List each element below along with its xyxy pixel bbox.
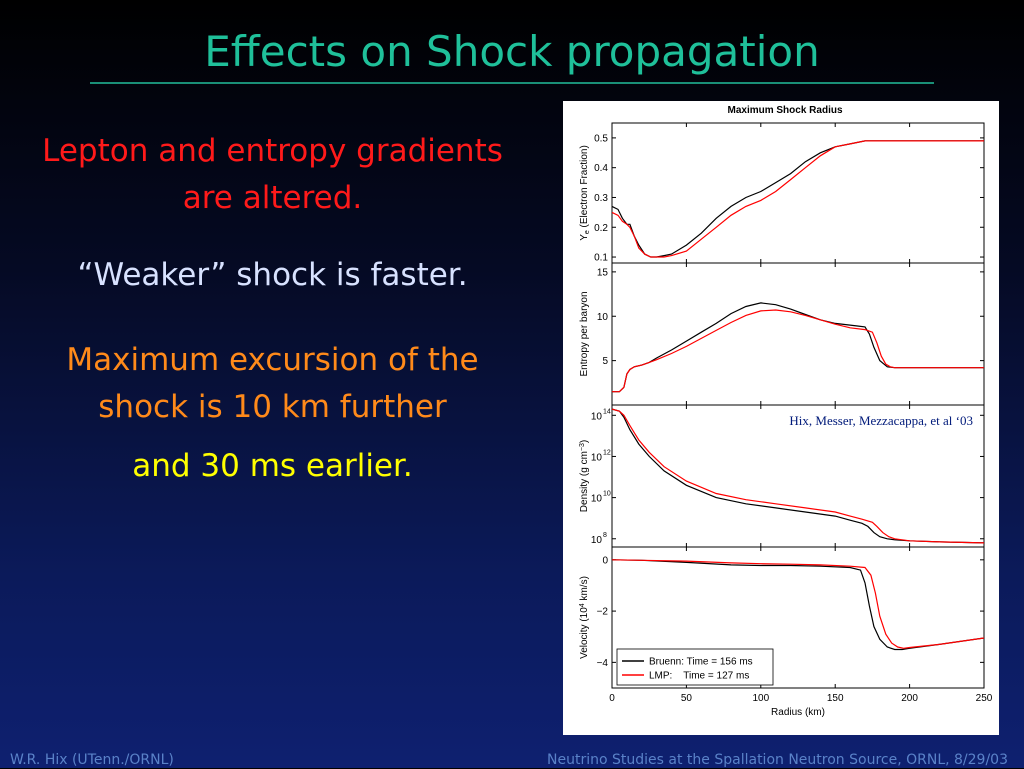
y-tick-label: 15 xyxy=(597,267,609,278)
y-axis-label: Density (g cm−3) xyxy=(579,440,590,512)
lmp-line xyxy=(612,408,984,544)
y-axis-label-part: Velocity (10 xyxy=(579,607,590,659)
slide-title: Effects on Shock propagation xyxy=(204,27,820,76)
y-tick-label: 10 xyxy=(591,452,603,463)
x-tick-label: 200 xyxy=(901,693,918,704)
bullet-30ms-earlier: and 30 ms earlier. xyxy=(132,448,413,484)
y-tick-exponent: 8 xyxy=(603,532,607,539)
y-tick-label: 10 xyxy=(591,411,603,422)
y-tick-exponent: 10 xyxy=(603,491,611,498)
title-underline xyxy=(90,82,934,84)
legend-box xyxy=(616,648,774,686)
y-axis-label-part: 4 xyxy=(579,603,586,607)
x-tick-label: 100 xyxy=(752,693,769,704)
y-tick-label: 0.3 xyxy=(594,193,608,204)
y-axis-label-part: (Electron Fraction) xyxy=(579,145,590,230)
panel-ye: 0.10.20.30.40.5Ye (Electron Fraction) xyxy=(579,122,985,264)
y-tick-label: −4 xyxy=(597,658,609,669)
panel-frame xyxy=(611,262,985,406)
bruenn-line xyxy=(612,408,984,544)
bullet-lepton-entropy: Lepton and entropy gradients are altered… xyxy=(42,133,503,216)
y-axis-label: Velocity (104 km/s) xyxy=(579,576,590,659)
y-tick-label: 10 xyxy=(597,312,609,323)
x-tick-label: 0 xyxy=(609,693,615,704)
footer-author: W.R. Hix (UTenn./ORNL) xyxy=(10,752,174,768)
y-axis-label: Ye (Electron Fraction) xyxy=(579,145,591,241)
y-tick-label: −2 xyxy=(597,607,609,618)
y-axis-label-part: −3 xyxy=(579,443,586,451)
y-axis-label-part: km/s) xyxy=(579,576,590,603)
shock-radius-figure: Maximum Shock Radius 0.1 0.2 0.3 0.4 0.5 Ye (E… xyxy=(563,101,999,735)
lmp-line xyxy=(612,559,984,649)
lmp-line xyxy=(612,309,984,393)
bullet-maximum-excursion: Maximum excursion of the shock is 10 km … xyxy=(66,342,479,425)
y-axis-label-part: e xyxy=(584,230,591,234)
y-axis-label-part: ) xyxy=(579,440,590,443)
legend-entry-lmp: LMP: Time = 127 ms xyxy=(649,671,749,682)
y-tick-label: 10 xyxy=(591,535,603,546)
panel-frame xyxy=(611,122,985,264)
bruenn-line xyxy=(612,140,984,258)
legend-entry-bruenn: Bruenn: Time = 156 ms xyxy=(649,657,753,668)
y-tick-exponent: 14 xyxy=(603,408,611,415)
x-tick-label: 250 xyxy=(976,693,993,704)
y-tick-label: 0.4 xyxy=(594,163,608,174)
bruenn-line xyxy=(612,302,984,393)
y-tick-label: 0.5 xyxy=(594,133,608,144)
y-axis-label-part: Y xyxy=(579,234,590,241)
x-tick-label: 50 xyxy=(681,693,693,704)
bruenn-line xyxy=(612,559,984,651)
y-tick-exponent: 12 xyxy=(603,449,611,456)
y-tick-label: 10 xyxy=(591,494,603,505)
panel-velocity: −4 −2 0 Velocity (104 km/s) xyxy=(579,546,985,689)
panel-entropy: 5 10 15 Entropy per baryon xyxy=(579,262,985,406)
lmp-line xyxy=(612,140,984,258)
x-tick-label: 150 xyxy=(827,693,844,704)
y-axis-label-part: Density (g cm xyxy=(579,451,590,512)
bullet-list: Lepton and entropy gradients are altered… xyxy=(40,128,505,490)
y-tick-label: 0 xyxy=(602,555,608,566)
y-tick-label: 0.1 xyxy=(594,253,608,264)
chart-title: Maximum Shock Radius xyxy=(727,105,842,116)
y-tick-label: 0.2 xyxy=(594,223,608,234)
credit-annotation: Hix, Messer, Mezzacappa, et al ‘03 xyxy=(789,413,973,428)
bullet-weaker-shock: “Weaker” shock is faster. xyxy=(77,257,468,293)
panel-frame xyxy=(611,546,985,689)
legend: Bruenn: Time = 156 ms LMP: Time = 127 ms xyxy=(616,648,774,686)
footer-event: Neutrino Studies at the Spallation Neutr… xyxy=(547,752,1008,768)
y-axis-label: Entropy per baryon xyxy=(579,291,590,376)
x-axis-label: Radius (km) xyxy=(771,707,825,718)
y-tick-label: 5 xyxy=(602,356,608,367)
